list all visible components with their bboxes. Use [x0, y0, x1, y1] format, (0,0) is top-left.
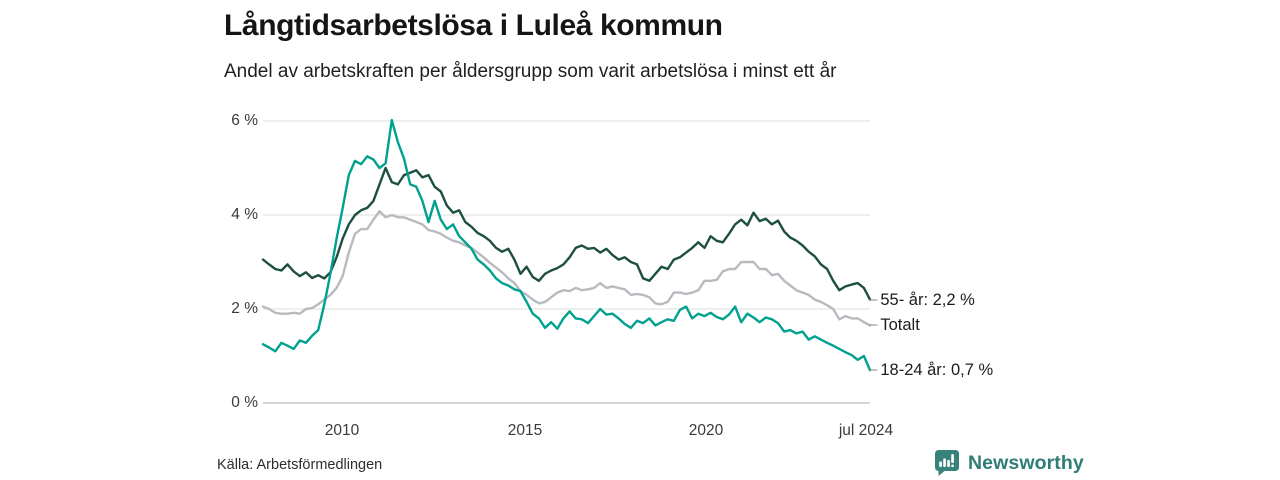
- chart-header: Långtidsarbetslösa i Luleå kommun Andel …: [224, 8, 1084, 84]
- series-line-18-24-år: [261, 118, 872, 372]
- brand-wordmark: Newsworthy: [968, 451, 1084, 474]
- newsworthy-bubble-chart-icon: [935, 450, 959, 476]
- series-line-55--år: [261, 166, 872, 301]
- y-axis-tick-4: 4 %: [231, 206, 258, 223]
- legend-entry-totalt: – Totalt: [869, 314, 920, 336]
- x-axis-tick-2010: 2010: [324, 422, 360, 439]
- page-title: Långtidsarbetslösa i Luleå kommun: [224, 9, 723, 42]
- newsworthy-logo: Newsworthy: [933, 449, 1084, 477]
- legend-tick-totalt: –: [869, 316, 878, 333]
- x-axis-tick-jul-2024: jul 2024: [838, 422, 894, 439]
- chart-subtitle: Andel av arbetskraften per åldersgrupp s…: [224, 61, 837, 82]
- x-axis-tick-2020: 2020: [688, 422, 724, 439]
- y-axis-tick-0: 0 %: [231, 394, 258, 411]
- legend-entry-55: – 55- år: 2,2 %: [869, 289, 975, 311]
- source-note: Källa: Arbetsförmedlingen: [217, 457, 383, 473]
- y-axis-tick-6: 6 %: [231, 112, 258, 129]
- legend-tick-55: –: [869, 291, 878, 308]
- series-line-totalt: [261, 209, 872, 327]
- y-axis-tick-2: 2 %: [231, 300, 258, 317]
- legend-entry-18-24: – 18-24 år: 0,7 %: [869, 359, 993, 381]
- legend-label-totalt: Totalt: [880, 316, 920, 334]
- legend-label-18-24: 18-24 år: 0,7 %: [880, 361, 994, 379]
- legend-tick-18-24: –: [869, 361, 878, 378]
- x-axis-tick-2015: 2015: [507, 422, 543, 439]
- legend-label-55: 55- år: 2,2 %: [880, 291, 975, 309]
